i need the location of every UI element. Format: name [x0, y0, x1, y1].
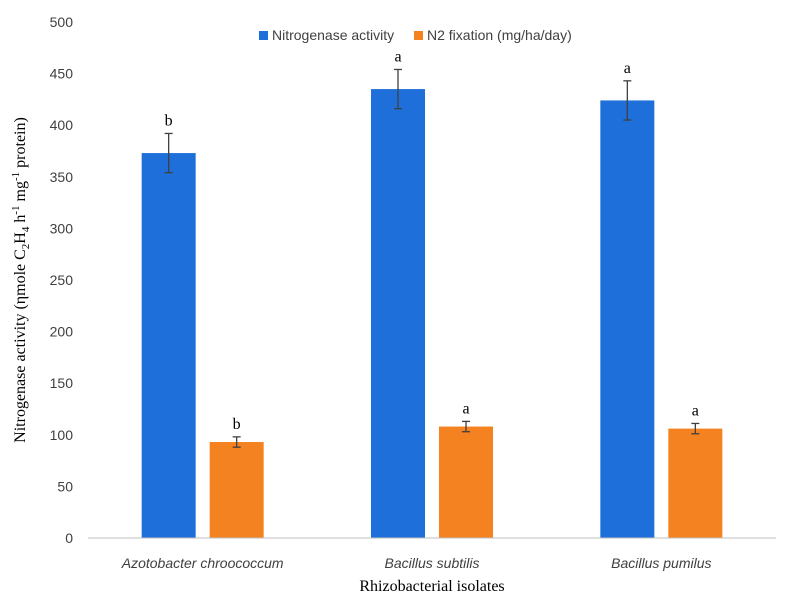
bar-n2-fixation-2 — [668, 428, 723, 538]
x-category-label: Bacillus subtilis — [385, 555, 480, 571]
y-tick-label: 200 — [50, 324, 74, 340]
error-bars — [164, 68, 700, 448]
bar-n2-fixation-0 — [209, 442, 264, 538]
significance-label: a — [394, 48, 401, 65]
significance-label: b — [165, 112, 173, 129]
significance-label: b — [233, 416, 241, 433]
bars — [141, 89, 723, 538]
error-bar — [462, 420, 470, 433]
x-axis-category-labels: Azotobacter chroococcum Bacillus subtilis… — [121, 555, 712, 571]
legend-swatch — [414, 31, 423, 40]
x-axis-title: Rhizobacterial isolates — [359, 578, 504, 595]
error-bar — [691, 422, 700, 435]
y-axis-ticks: 0 50 100 150 200 250 300 350 400 450 500 — [50, 14, 74, 546]
error-bar — [232, 436, 241, 448]
significance-labels: b b a a a a — [165, 48, 699, 432]
legend-label: Nitrogenase activity — [272, 27, 394, 43]
y-tick-label: 400 — [50, 117, 74, 133]
y-tick-label: 100 — [50, 427, 74, 443]
error-bar — [164, 132, 173, 174]
bar-nitrogenase-0 — [141, 153, 196, 538]
bar-n2-fixation-1 — [439, 426, 493, 538]
y-tick-label: 500 — [50, 14, 74, 30]
error-bar — [394, 68, 402, 110]
significance-label: a — [624, 60, 631, 77]
x-category-label: Azotobacter chroococcum — [121, 555, 284, 571]
legend: Nitrogenase activity N2 fixation (mg/ha/d… — [259, 27, 572, 43]
y-tick-label: 250 — [50, 272, 74, 288]
y-tick-label: 350 — [50, 169, 74, 185]
legend-swatch — [259, 31, 268, 40]
significance-label: a — [692, 402, 699, 419]
y-tick-label: 150 — [50, 375, 74, 391]
bar-nitrogenase-1 — [371, 89, 425, 538]
x-category-label: Bacillus pumilus — [611, 555, 711, 571]
y-tick-label: 450 — [50, 66, 74, 82]
y-tick-label: 300 — [50, 220, 74, 236]
y-tick-label: 50 — [57, 478, 73, 494]
legend-label: N2 fixation (mg/ha/day) — [427, 27, 572, 43]
error-bar — [623, 80, 632, 121]
y-axis-title: Nitrogenase activity (ηmole C2H4 h-1 mg-… — [10, 117, 32, 443]
significance-label: a — [462, 400, 469, 417]
bar-nitrogenase-2 — [600, 100, 655, 538]
y-tick-label: 0 — [65, 530, 73, 546]
